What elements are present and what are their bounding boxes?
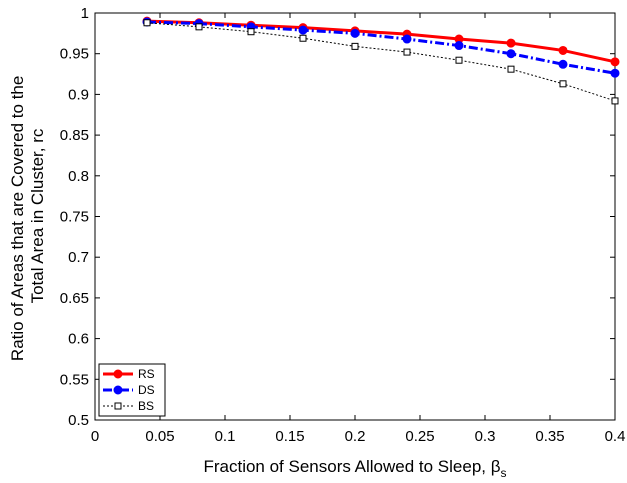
data-point-bs	[455, 56, 463, 64]
data-point-ds	[506, 49, 516, 59]
data-point-bs	[143, 19, 151, 27]
series-line-ds	[146, 20, 616, 75]
y-axis-label: Ratio of Areas that are Covered to the T…	[8, 71, 47, 361]
data-point-bs	[403, 48, 411, 56]
x-tick-label: 0.4	[605, 428, 626, 445]
data-point-rs	[558, 45, 568, 55]
x-axis-label: Fraction of Sensors Allowed to Sleep, βs	[203, 457, 506, 480]
x-tick-label: 0.25	[405, 428, 434, 445]
axis-ticks	[94, 12, 616, 421]
y-axis-label-line1: Ratio of Areas that are Covered to the	[8, 76, 27, 361]
data-point-ds	[558, 59, 568, 69]
data-point-bs	[351, 42, 359, 50]
x-tick-labels: 0 0.05 0.1 0.15 0.2 0.25 0.3 0.35 0.4	[91, 428, 626, 445]
x-tick-label: 0.35	[535, 428, 564, 445]
x-tick-label: 0.3	[475, 428, 496, 445]
data-point-bs	[299, 34, 307, 42]
data-point-rs	[610, 57, 620, 67]
legend-entry-rs: RS	[103, 367, 155, 381]
data-point-bs	[507, 65, 515, 73]
data-point-bs	[247, 28, 255, 36]
x-tick-label: 0.2	[345, 428, 366, 445]
x-tick-label: 0	[91, 428, 99, 445]
legend-entry-ds: DS	[103, 383, 155, 397]
legend-label: BS	[138, 399, 154, 413]
y-tick-label: 0.85	[60, 127, 89, 144]
series-layer	[142, 16, 620, 105]
x-tick-label: 0.05	[145, 428, 174, 445]
y-tick-label: 0.5	[68, 412, 89, 429]
x-axis-label-subscript: s	[501, 466, 507, 480]
data-point-bs	[559, 80, 567, 88]
legend-label: DS	[138, 383, 155, 397]
series-line-rs	[146, 19, 616, 64]
data-point-ds	[350, 28, 360, 38]
legend-marker	[114, 402, 122, 410]
legend: RS DS BS	[98, 363, 166, 417]
x-tick-label: 0.1	[215, 428, 236, 445]
y-tick-label: 0.55	[60, 371, 89, 388]
legend-entry-bs: BS	[103, 399, 154, 413]
data-point-bs	[195, 23, 203, 31]
y-tick-label: 0.7	[68, 249, 89, 266]
y-tick-label: 0.65	[60, 290, 89, 307]
y-tick-label: 0.8	[68, 168, 89, 185]
x-tick-label: 0.15	[275, 428, 304, 445]
y-axis-label-line2: Total Area in Cluster, rc	[28, 128, 47, 303]
data-point-ds	[298, 25, 308, 35]
legend-marker	[113, 369, 123, 379]
y-tick-label: 0.75	[60, 209, 89, 226]
data-point-ds	[402, 34, 412, 44]
data-point-rs	[506, 38, 516, 48]
y-tick-labels: 0.5 0.55 0.6 0.65 0.7 0.75 0.8 0.85 0.9 0.95 1	[60, 5, 89, 429]
data-point-ds	[454, 41, 464, 51]
data-point-ds	[610, 68, 620, 78]
y-tick-label: 0.9	[68, 86, 89, 103]
y-tick-label: 0.95	[60, 46, 89, 63]
series-bs	[143, 19, 619, 105]
data-point-bs	[611, 97, 619, 105]
legend-marker	[113, 385, 123, 395]
y-tick-label: 1	[81, 5, 89, 22]
y-tick-label: 0.6	[68, 331, 89, 348]
legend-label: RS	[138, 367, 155, 381]
plot-area	[94, 12, 616, 421]
